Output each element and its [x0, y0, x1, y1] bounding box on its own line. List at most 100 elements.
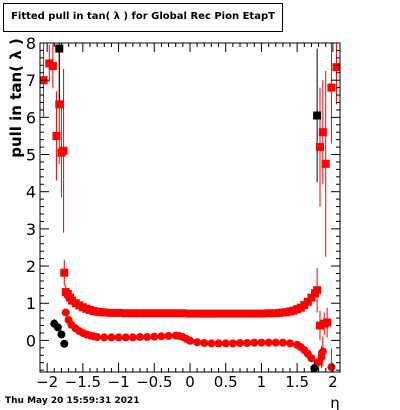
data-point [136, 309, 144, 318]
data-point [57, 330, 66, 339]
data-point [143, 309, 152, 318]
data-point [257, 338, 266, 347]
x-tick-label: −1 [108, 373, 130, 391]
data-point [307, 293, 316, 302]
data-point [264, 309, 273, 318]
x-tick-label: 0.5 [214, 373, 238, 391]
data-point [221, 339, 230, 348]
data-point [100, 308, 109, 317]
data-point [60, 268, 69, 277]
data-point [157, 309, 166, 318]
data-point [200, 339, 209, 348]
data-point [278, 338, 287, 347]
data-point [257, 309, 266, 318]
title-box: Fitted pull in tan( λ ) for Global Rec P… [3, 3, 283, 32]
data-point [93, 333, 102, 342]
data-point [236, 309, 244, 318]
data-point [271, 338, 280, 347]
data-point [128, 333, 137, 342]
data-point [214, 309, 223, 318]
data-point [228, 339, 237, 348]
data-point [318, 347, 327, 356]
timestamp: Thu May 20 15:59:31 2021 [5, 396, 140, 406]
data-point [121, 333, 130, 342]
data-point [316, 143, 324, 152]
x-tick-label: −0.5 [136, 373, 172, 391]
data-point [164, 331, 173, 340]
data-point [55, 100, 64, 109]
data-markers [39, 44, 341, 373]
y-tick-label: 4 [26, 183, 36, 202]
data-point [114, 308, 123, 317]
data-point [143, 333, 152, 342]
data-point [316, 321, 324, 330]
data-point [264, 338, 273, 347]
y-tick-label: 0 [26, 331, 36, 350]
axis-ticks [39, 42, 341, 372]
data-point [200, 309, 209, 318]
data-point [228, 309, 237, 318]
y-tick-label: 5 [26, 146, 36, 165]
x-tick-label: 2 [328, 373, 338, 391]
data-point [303, 297, 312, 306]
data-point [178, 309, 187, 318]
data-point [107, 308, 116, 317]
y-tick-label: 2 [26, 257, 36, 276]
data-point [107, 333, 116, 342]
data-point [207, 309, 216, 318]
data-point [128, 309, 137, 318]
data-point [52, 131, 61, 140]
y-tick-label: 1 [26, 294, 36, 313]
data-point [221, 309, 230, 318]
data-point [61, 308, 70, 317]
data-point [323, 318, 332, 327]
data-point [48, 62, 57, 71]
y-tick-label: 8 [26, 34, 36, 53]
x-tick-label: 1.5 [285, 373, 309, 391]
data-point [307, 354, 316, 363]
data-point [236, 339, 244, 348]
x-axis-label: η [330, 394, 340, 410]
chart-title: Fitted pull in tan( λ ) for Global Rec P… [11, 11, 275, 22]
y-axis-label: pull in tan( λ ) [7, 38, 25, 158]
data-point [193, 338, 202, 347]
data-point [250, 309, 259, 318]
data-point [250, 338, 259, 347]
data-point [214, 339, 223, 348]
data-point [313, 286, 322, 295]
data-point [55, 44, 64, 53]
data-point [318, 128, 327, 137]
data-point [327, 83, 336, 92]
error-bars [43, 43, 337, 372]
y-tick-label: 3 [26, 220, 36, 239]
x-tick-label: −1.5 [65, 373, 101, 391]
y-tick-label: 7 [26, 71, 36, 90]
data-point [321, 159, 330, 168]
x-tick-label: 1 [257, 373, 267, 391]
data-point [171, 309, 180, 318]
data-point [243, 339, 252, 348]
data-point [313, 111, 322, 120]
data-point [100, 333, 109, 342]
data-point [121, 309, 130, 318]
y-tick-labels: 0 1 2 3 4 5 6 7 8 [26, 34, 36, 350]
data-point [327, 363, 336, 372]
data-point [207, 339, 216, 348]
x-tick-label: −2 [36, 373, 58, 391]
data-point [53, 323, 62, 332]
plot-frame [39, 42, 341, 373]
data-point [164, 309, 173, 318]
data-point [59, 146, 68, 155]
data-point [136, 333, 144, 342]
data-point [243, 309, 252, 318]
y-tick-label: 6 [26, 108, 36, 127]
data-point [186, 336, 194, 345]
data-point [332, 63, 341, 72]
data-point [286, 339, 294, 348]
data-point [157, 332, 166, 341]
x-tick-label: 0 [185, 373, 195, 391]
data-point [186, 309, 194, 318]
x-tick-labels: −2 −1.5 −1 −0.5 0 0.5 1 1.5 2 [36, 373, 338, 391]
data-point [193, 309, 202, 318]
